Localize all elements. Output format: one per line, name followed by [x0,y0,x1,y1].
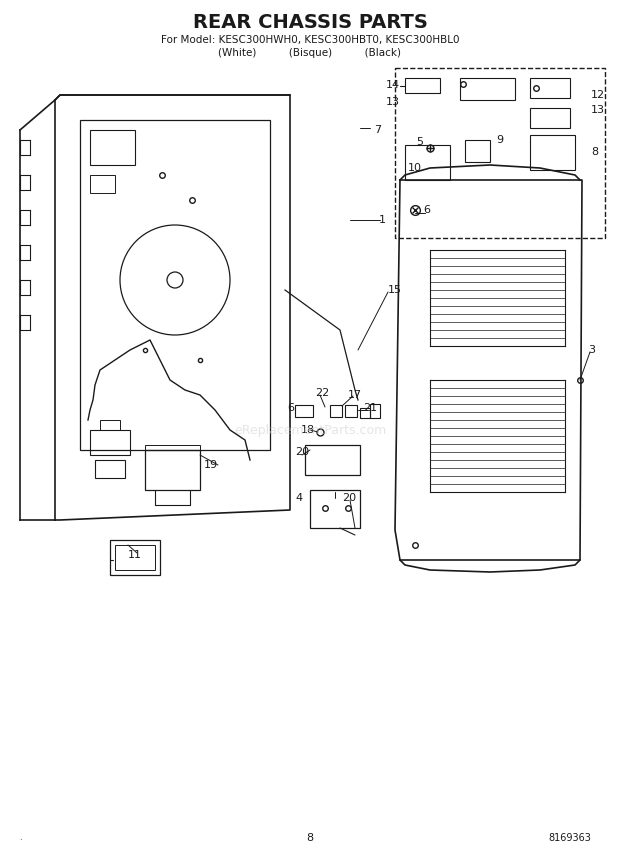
Text: 17: 17 [348,390,362,400]
Polygon shape [395,180,582,560]
Bar [530,108,570,128]
Bar [80,120,270,450]
Bar [110,540,160,575]
Text: 20: 20 [342,493,356,503]
Text: 6: 6 [288,403,294,413]
Bar [100,420,120,430]
Bar [310,490,360,528]
Bar [330,405,342,417]
Bar [90,430,130,455]
Text: 22: 22 [315,388,329,398]
Bar [95,460,125,478]
Text: 13: 13 [591,105,605,115]
Text: 15: 15 [388,285,402,295]
Text: 12: 12 [591,90,605,100]
Text: 7: 7 [374,125,381,135]
Text: (White)          (Bisque)          (Black): (White) (Bisque) (Black) [218,48,402,58]
Text: REAR CHASSIS PARTS: REAR CHASSIS PARTS [193,13,427,32]
Text: 4: 4 [296,493,303,503]
Text: 18: 18 [301,425,315,435]
Text: 6: 6 [423,205,430,215]
Text: 1: 1 [378,215,386,225]
Bar [395,68,605,238]
Bar [145,445,200,450]
Bar [345,405,357,417]
Text: 10: 10 [408,163,422,173]
Text: 8: 8 [306,833,314,843]
Bar [370,404,380,418]
Bar [305,445,360,475]
Bar [145,450,200,490]
Text: 8169363: 8169363 [549,833,591,843]
Bar [115,545,155,570]
Text: 13: 13 [386,97,400,107]
Bar [530,135,575,170]
Bar [295,405,313,417]
Bar [90,175,115,193]
Bar [90,130,135,165]
Text: 21: 21 [363,403,377,413]
Bar [465,140,490,162]
Text: 8: 8 [591,147,598,157]
Text: 5: 5 [417,137,423,147]
Bar [405,78,440,93]
Text: 11: 11 [128,550,142,560]
Text: For Model: KESC300HWH0, KESC300HBT0, KESC300HBL0: For Model: KESC300HWH0, KESC300HBT0, KES… [161,35,459,45]
Text: eReplacementParts.com: eReplacementParts.com [234,424,386,437]
Bar [460,78,515,100]
Text: 9: 9 [497,135,503,145]
Bar [530,78,570,98]
Text: 19: 19 [204,460,218,470]
Text: 14: 14 [386,80,400,90]
Text: 20: 20 [295,447,309,457]
Bar [360,408,370,418]
Bar [405,145,450,180]
Text: .: . [19,834,21,842]
Text: 3: 3 [588,345,595,355]
